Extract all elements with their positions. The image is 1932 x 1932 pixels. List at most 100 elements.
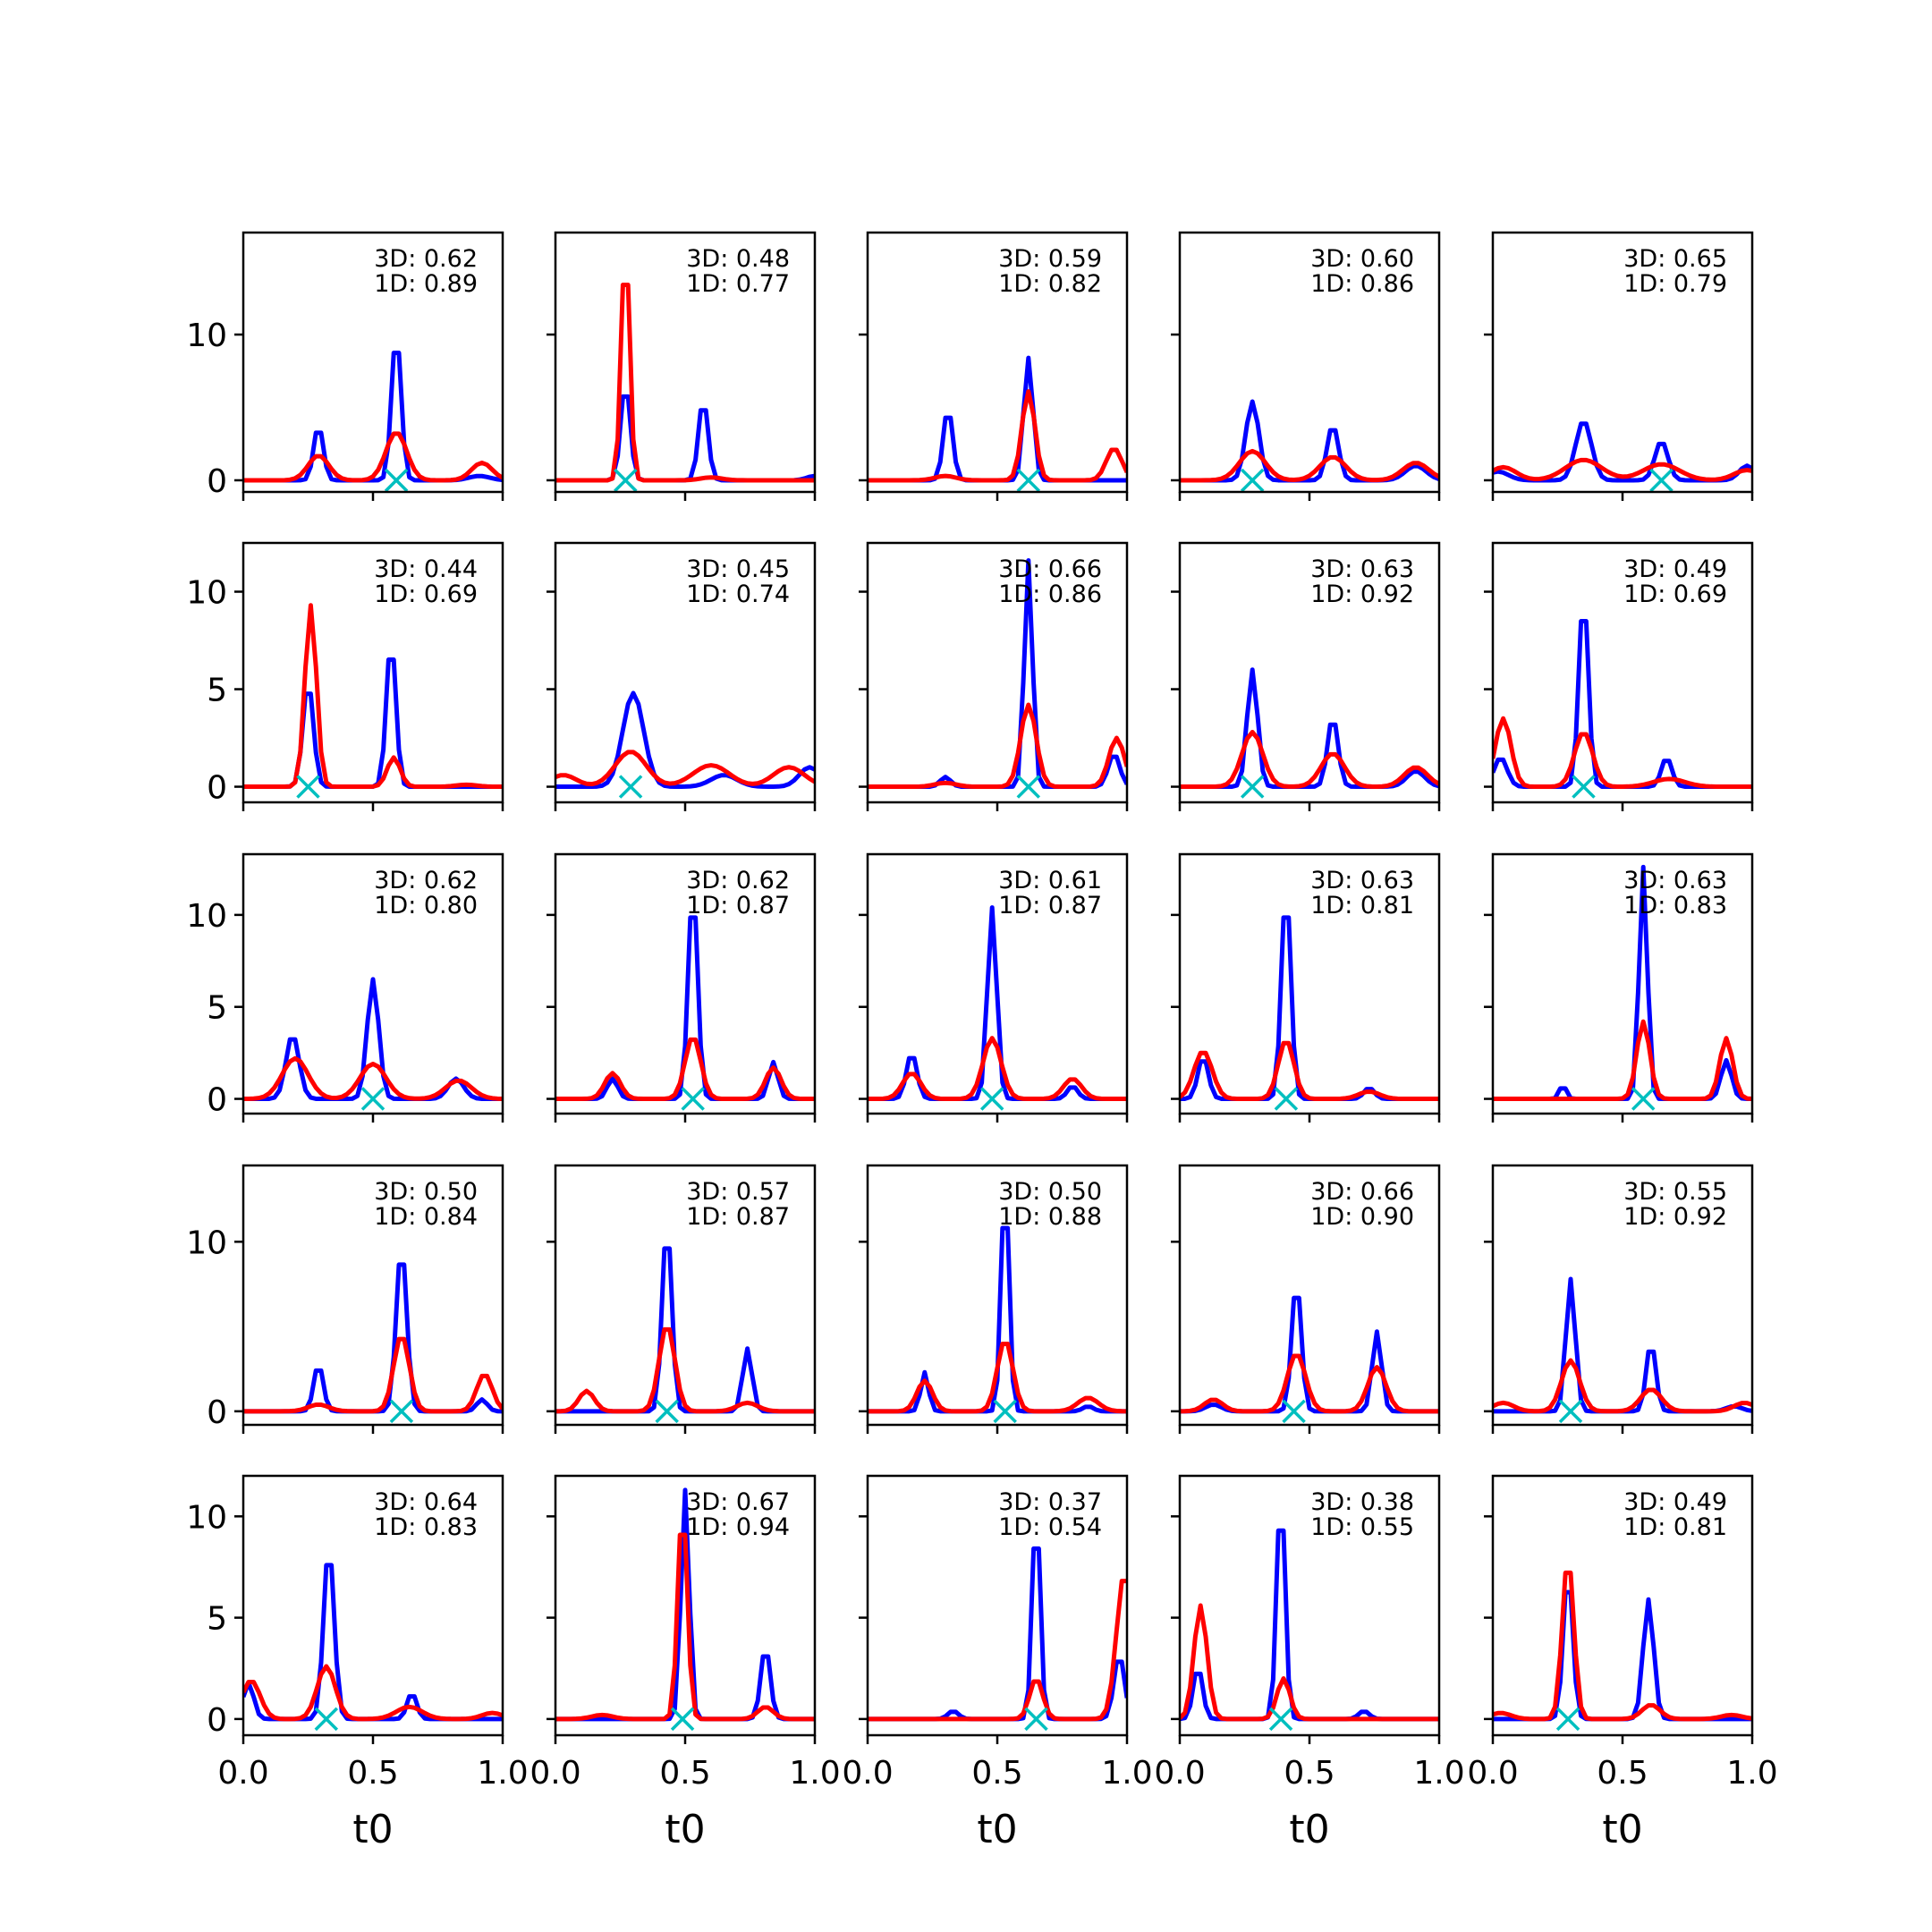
score-3d-label: 3D: 0.61 xyxy=(998,867,1102,894)
marker-x xyxy=(1558,1399,1583,1424)
score-1d-label: 1D: 0.87 xyxy=(686,1203,790,1231)
blue-series-line xyxy=(243,1563,503,1722)
x-tick-label: 0.5 xyxy=(1284,1755,1335,1792)
score-1d-label: 1D: 0.77 xyxy=(686,270,790,298)
score-1d-label: 1D: 0.88 xyxy=(998,1203,1102,1231)
x-tick-label: 1.0 xyxy=(1726,1755,1777,1792)
score-3d-label: 3D: 0.63 xyxy=(1310,555,1414,583)
marker-x xyxy=(614,468,638,493)
x-axis-label: t0 xyxy=(665,1807,705,1852)
blue-series-line xyxy=(1493,619,1752,790)
score-1d-label: 1D: 0.83 xyxy=(1623,892,1727,919)
blue-series-line xyxy=(243,351,503,483)
score-1d-label: 1D: 0.94 xyxy=(686,1513,790,1541)
blue-series-line xyxy=(555,394,815,483)
score-3d-label: 3D: 0.60 xyxy=(1310,245,1414,273)
red-series-line xyxy=(1180,1603,1439,1722)
red-series-line xyxy=(1493,457,1752,482)
marker-x xyxy=(1555,1707,1580,1732)
marker-x xyxy=(296,775,320,799)
score-3d-label: 3D: 0.64 xyxy=(374,1488,478,1516)
score-1d-label: 1D: 0.55 xyxy=(1310,1513,1414,1541)
score-1d-label: 1D: 0.89 xyxy=(374,270,478,298)
marker-x xyxy=(1631,1087,1656,1111)
score-3d-label: 3D: 0.37 xyxy=(998,1488,1102,1516)
score-1d-label: 1D: 0.82 xyxy=(998,270,1102,298)
blue-series-line xyxy=(868,1546,1127,1722)
blue-series-line xyxy=(1180,1528,1439,1722)
red-series-line xyxy=(555,283,815,483)
y-tick-label: 5 xyxy=(207,1601,227,1638)
score-3d-label: 3D: 0.63 xyxy=(1310,867,1414,894)
x-tick-label: 0.0 xyxy=(1467,1755,1518,1792)
y-tick-label: 10 xyxy=(186,1499,227,1536)
red-series-line xyxy=(555,1037,815,1102)
red-series-line xyxy=(1493,1019,1752,1102)
blue-series-line xyxy=(555,1246,815,1414)
score-3d-label: 3D: 0.50 xyxy=(374,1178,478,1206)
score-3d-label: 3D: 0.57 xyxy=(686,1178,790,1206)
red-series-line xyxy=(1180,1353,1439,1414)
y-tick-label: 0 xyxy=(207,463,227,500)
score-3d-label: 3D: 0.48 xyxy=(686,245,790,273)
score-3d-label: 3D: 0.62 xyxy=(374,245,478,273)
score-1d-label: 1D: 0.84 xyxy=(374,1203,478,1231)
blue-series-line xyxy=(1493,421,1752,483)
x-axis-label: t0 xyxy=(1602,1807,1642,1852)
marker-x xyxy=(979,1087,1004,1111)
score-1d-label: 1D: 0.86 xyxy=(1310,270,1414,298)
y-tick-label: 10 xyxy=(186,1224,227,1261)
score-1d-label: 1D: 0.81 xyxy=(1310,892,1414,919)
score-3d-label: 3D: 0.62 xyxy=(686,867,790,894)
score-3d-label: 3D: 0.66 xyxy=(1310,1178,1414,1206)
marker-x xyxy=(1016,775,1041,799)
y-tick-label: 5 xyxy=(207,990,227,1027)
score-1d-label: 1D: 0.79 xyxy=(1623,270,1727,298)
red-series-line xyxy=(555,1532,815,1722)
marker-x xyxy=(1268,1707,1293,1732)
x-tick-label: 0.5 xyxy=(1597,1755,1648,1792)
x-tick-label: 1.0 xyxy=(789,1755,840,1792)
red-series-line xyxy=(1493,1570,1752,1722)
y-tick-label: 0 xyxy=(207,1394,227,1431)
blue-series-line xyxy=(1493,1276,1752,1414)
score-3d-label: 3D: 0.38 xyxy=(1310,1488,1414,1516)
x-tick-label: 1.0 xyxy=(1413,1755,1464,1792)
red-series-line xyxy=(868,1342,1127,1414)
blue-series-line xyxy=(1493,1589,1752,1722)
x-tick-label: 0.0 xyxy=(1154,1755,1205,1792)
x-tick-label: 0.5 xyxy=(659,1755,710,1792)
score-1d-label: 1D: 0.83 xyxy=(374,1513,478,1541)
score-3d-label: 3D: 0.44 xyxy=(374,555,478,583)
score-1d-label: 1D: 0.74 xyxy=(686,580,790,608)
score-3d-label: 3D: 0.49 xyxy=(1623,555,1727,583)
marker-x xyxy=(618,775,643,799)
x-tick-label: 0.5 xyxy=(347,1755,398,1792)
red-series-line xyxy=(555,750,815,787)
red-series-line xyxy=(868,1036,1127,1102)
score-3d-label: 3D: 0.67 xyxy=(686,1488,790,1516)
score-1d-label: 1D: 0.92 xyxy=(1623,1203,1727,1231)
blue-series-line xyxy=(868,905,1127,1102)
x-axis-label: t0 xyxy=(1289,1807,1329,1852)
score-1d-label: 1D: 0.81 xyxy=(1623,1513,1727,1541)
marker-x xyxy=(1572,775,1596,799)
blue-series-line xyxy=(1180,915,1439,1102)
y-tick-label: 10 xyxy=(186,318,227,354)
